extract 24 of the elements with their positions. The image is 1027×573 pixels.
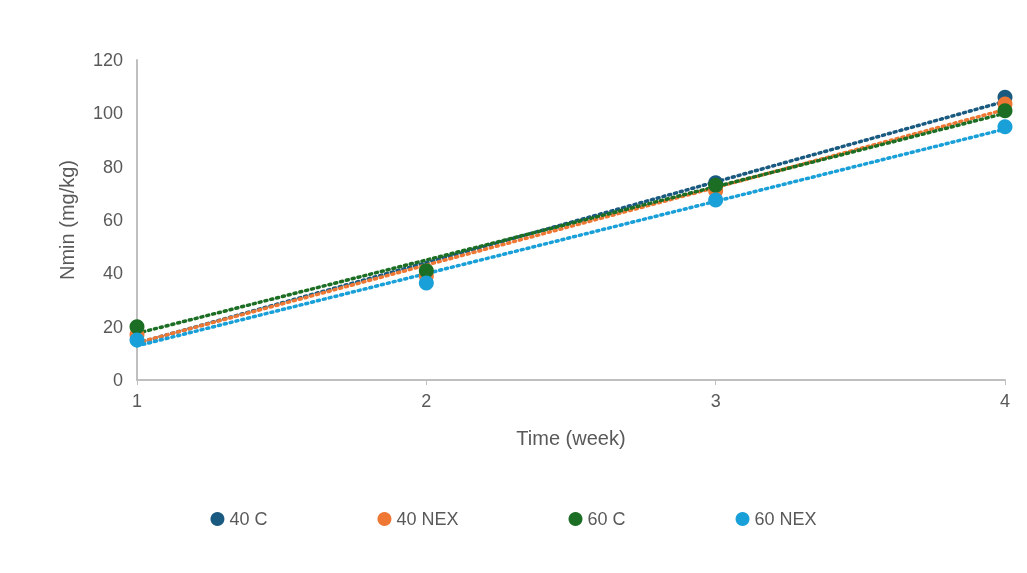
point <box>129 332 145 348</box>
legend-label: 40 C <box>229 509 268 529</box>
y-axis-title: Nmin (mg/kg) <box>56 159 78 281</box>
point <box>708 192 724 208</box>
x-axis-title: Time (week) <box>516 427 626 449</box>
point <box>418 263 434 279</box>
y-tick-label: 80 <box>102 156 123 177</box>
y-tick-label: 20 <box>102 316 123 337</box>
y-tick-label: 0 <box>112 370 123 390</box>
x-tick-label: 3 <box>710 391 721 411</box>
legend-label: 60 NEX <box>754 509 817 529</box>
y-tick-label: 40 <box>102 263 123 284</box>
point <box>997 103 1013 119</box>
y-tick-label: 60 <box>102 210 123 230</box>
y-tick-label: 100 <box>92 103 123 124</box>
point <box>418 275 434 291</box>
x-tick-label: 1 <box>131 391 143 411</box>
x-tick-label: 2 <box>421 391 432 411</box>
legend-label: 60 C <box>587 509 626 529</box>
y-tick-label: 120 <box>92 50 123 70</box>
point <box>129 319 145 335</box>
x-tick-label: 4 <box>999 391 1011 411</box>
point <box>997 119 1013 135</box>
legend-label: 40 NEX <box>396 509 459 529</box>
